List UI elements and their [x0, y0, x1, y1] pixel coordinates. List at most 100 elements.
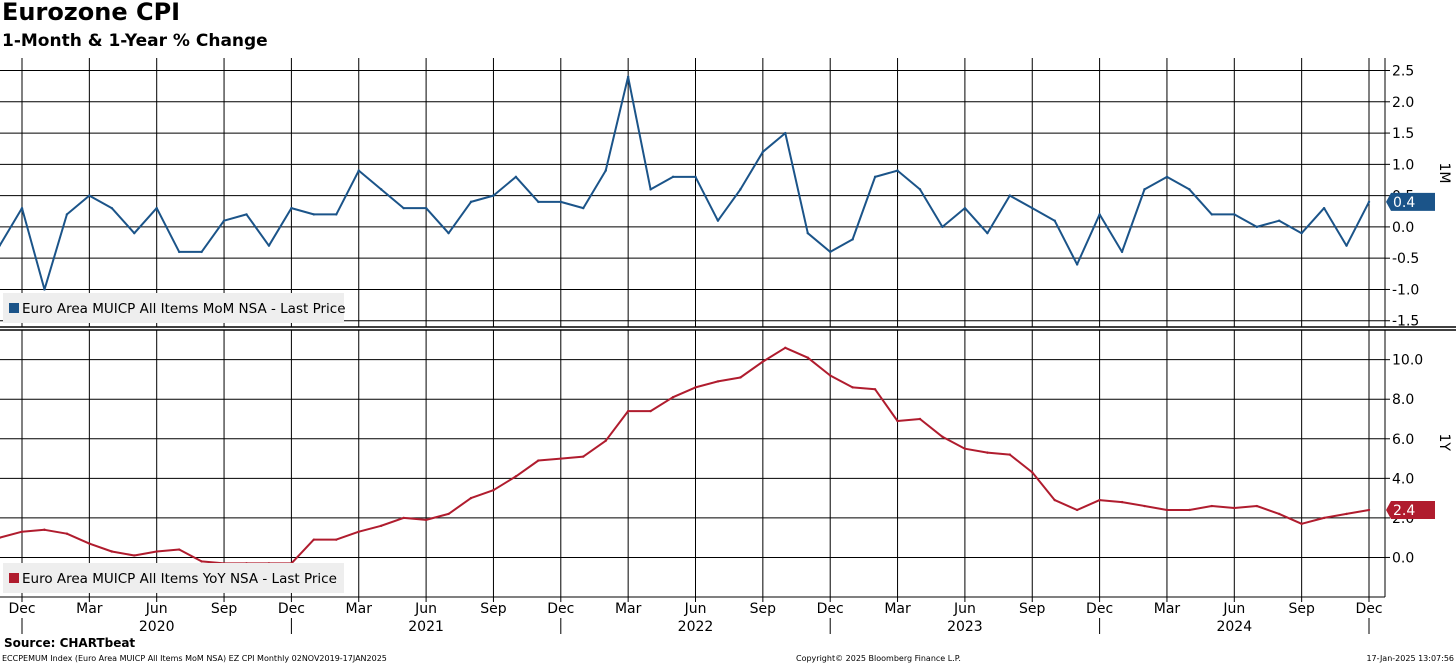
point-0-32 — [716, 219, 720, 222]
point-1-16 — [357, 530, 360, 533]
point-0-38 — [851, 238, 854, 241]
point-1-24 — [537, 459, 540, 462]
point-1-39 — [873, 388, 877, 391]
xtick-year-0: 2020 — [139, 619, 175, 635]
last-value-tag-1: 2.4 — [1386, 500, 1435, 519]
point-1-54 — [1210, 504, 1214, 508]
point-0-4 — [88, 194, 91, 197]
legend-0: Euro Area MUICP All Items MoM NSA - Last… — [3, 293, 346, 323]
point-0-36 — [806, 231, 809, 235]
point-0-13 — [290, 206, 293, 210]
ytick-label-1-2: 6.0 — [1392, 432, 1414, 448]
xtick-month-17: Mar — [1154, 601, 1181, 617]
point-0-21 — [469, 200, 473, 204]
point-0-0 — [0, 244, 1, 247]
xtick-month-14: Jun — [953, 601, 976, 617]
legend-label-1: Euro Area MUICP All Items YoY NSA - Last… — [22, 571, 337, 587]
point-1-30 — [671, 396, 675, 399]
legend-label-0: Euro Area MUICP All Items MoM NSA - Last… — [22, 301, 346, 317]
xtick-month-4: Dec — [278, 601, 305, 617]
grid — [0, 58, 1385, 597]
point-0-57 — [1278, 219, 1281, 222]
point-0-37 — [829, 250, 832, 254]
point-1-14 — [312, 538, 316, 541]
xtick-month-6: Jun — [414, 601, 437, 617]
point-0-30 — [671, 175, 675, 179]
point-0-3 — [65, 213, 69, 216]
chart-title: Eurozone CPI — [2, 0, 181, 26]
ytick-label-1-1: 8.0 — [1392, 392, 1414, 408]
point-0-20 — [447, 231, 450, 235]
point-1-52 — [1165, 508, 1169, 512]
point-0-5 — [110, 206, 114, 210]
point-0-27 — [604, 169, 607, 172]
point-0-24 — [537, 200, 540, 204]
index-info: ECCPEMUM Index (Euro Area MUICP All Item… — [2, 654, 387, 663]
point-0-16 — [357, 169, 360, 172]
ytick-label-0-0: 2.5 — [1392, 64, 1414, 80]
point-1-4 — [88, 542, 91, 545]
axis-label-0: 1M — [1436, 163, 1452, 184]
xtick-year-3: 2023 — [947, 619, 983, 635]
point-0-45 — [1008, 194, 1011, 197]
point-1-27 — [604, 439, 607, 442]
point-0-59 — [1322, 206, 1326, 210]
point-0-19 — [424, 206, 428, 210]
point-0-18 — [402, 206, 405, 210]
point-0-42 — [941, 225, 944, 229]
point-0-34 — [761, 150, 765, 154]
point-1-61 — [1367, 508, 1371, 512]
point-1-23 — [514, 475, 518, 478]
xtick-month-7: Sep — [480, 601, 507, 617]
axis-layer: 2.52.01.51.00.50.0-0.5-1.0-1.51M0.410.08… — [0, 64, 1452, 635]
series-line-1 — [0, 346, 1370, 565]
point-0-22 — [492, 194, 495, 197]
last-value-text-1: 2.4 — [1393, 503, 1415, 519]
last-value-text-0: 0.4 — [1393, 195, 1415, 211]
point-1-46 — [1031, 471, 1034, 474]
ytick-label-0-6: -0.5 — [1392, 251, 1419, 267]
point-1-3 — [65, 532, 69, 535]
point-0-35 — [784, 131, 787, 135]
point-1-25 — [559, 457, 562, 460]
point-1-47 — [1053, 498, 1056, 502]
xtick-month-20: Dec — [1355, 601, 1382, 617]
point-1-58 — [1300, 522, 1303, 526]
point-1-53 — [1188, 508, 1191, 512]
xtick-month-0: Dec — [8, 601, 35, 617]
xtick-month-2: Jun — [145, 601, 168, 617]
point-0-56 — [1255, 225, 1258, 229]
point-0-10 — [222, 219, 226, 222]
point-1-45 — [1008, 453, 1011, 456]
point-0-8 — [177, 250, 181, 254]
point-1-50 — [1120, 500, 1124, 504]
xtick-month-19: Sep — [1288, 601, 1315, 617]
point-1-7 — [155, 550, 158, 553]
point-0-60 — [1345, 244, 1348, 247]
ytick-label-0-1: 2.0 — [1392, 95, 1414, 111]
point-0-7 — [155, 206, 158, 210]
point-1-0 — [0, 536, 1, 539]
point-0-15 — [335, 213, 338, 216]
point-1-60 — [1345, 512, 1348, 516]
point-1-5 — [110, 550, 114, 553]
point-0-33 — [739, 188, 742, 191]
point-1-26 — [582, 455, 585, 458]
xtick-month-10: Jun — [684, 601, 707, 617]
point-0-54 — [1210, 213, 1214, 216]
xtick-month-3: Sep — [211, 601, 238, 617]
point-0-50 — [1120, 250, 1124, 254]
point-1-20 — [447, 512, 450, 516]
point-1-29 — [649, 409, 652, 413]
xtick-year-1: 2021 — [408, 619, 444, 635]
legend-layer: Euro Area MUICP All Items MoM NSA - Last… — [3, 293, 346, 593]
series-line-0 — [0, 75, 1370, 291]
point-1-38 — [851, 386, 854, 389]
point-1-59 — [1322, 516, 1326, 520]
point-1-42 — [941, 435, 944, 438]
point-1-48 — [1075, 508, 1079, 512]
xtick-year-4: 2024 — [1216, 619, 1252, 635]
xtick-month-18: Jun — [1222, 601, 1245, 617]
ytick-label-0-7: -1.0 — [1392, 282, 1419, 298]
point-1-41 — [918, 417, 922, 421]
